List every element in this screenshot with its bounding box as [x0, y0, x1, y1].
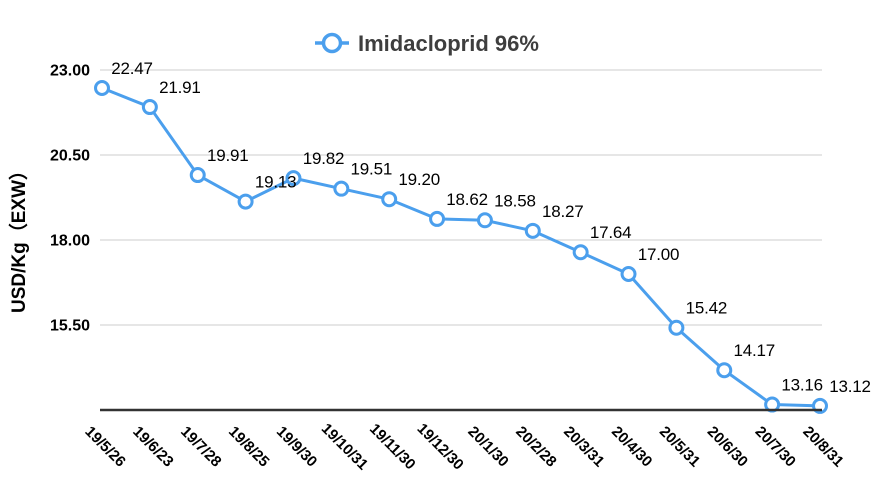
series-line	[100, 86, 822, 408]
data-point-marker[interactable]	[333, 180, 350, 197]
data-point-marker[interactable]	[285, 170, 302, 187]
x-tick-label: 19/12/30	[414, 420, 467, 473]
data-point-marker[interactable]	[141, 99, 158, 116]
series-layer	[94, 80, 828, 414]
y-tick-label: 18.00	[50, 233, 90, 250]
data-point-label: 18.58	[494, 191, 536, 210]
x-tick-label: 19/7/28	[177, 423, 224, 470]
y-tick-label: 15.50	[50, 318, 90, 335]
y-tick-label: 20.50	[50, 148, 90, 165]
data-point-label: 13.16	[781, 376, 823, 395]
x-tick-label: 20/8/31	[799, 423, 846, 470]
x-tick-label: 20/6/30	[704, 423, 751, 470]
data-point-marker[interactable]	[429, 210, 446, 227]
x-tick-label: 20/4/30	[608, 423, 655, 470]
data-point-label: 19.82	[303, 149, 345, 168]
y-axis-title: USD/Kg（EXW）	[7, 161, 30, 313]
y-tick-labels-layer: 23.00 20.50 18.00 15.50	[50, 63, 90, 335]
data-point-marker[interactable]	[94, 80, 110, 97]
x-tick-label: 19/8/25	[225, 423, 272, 470]
data-point-marker[interactable]	[237, 193, 254, 210]
chart-legend[interactable]: Imidacloprid 96%	[315, 31, 539, 56]
x-tick-label: 20/3/31	[560, 423, 607, 470]
data-point-label: 13.12	[829, 377, 871, 396]
x-tick-label: 20/2/28	[512, 423, 559, 470]
gridlines-layer	[100, 69, 822, 326]
x-tick-label: 20/7/30	[752, 423, 799, 470]
data-point-marker[interactable]	[572, 244, 589, 261]
legend-marker-icon	[321, 32, 343, 54]
data-point-label: 18.27	[542, 202, 584, 221]
data-point-marker[interactable]	[668, 319, 685, 336]
x-tick-label: 19/11/30	[366, 420, 419, 473]
data-point-label: 17.00	[638, 245, 680, 264]
data-point-marker[interactable]	[476, 212, 493, 229]
data-point-label: 22.47	[111, 59, 153, 78]
data-point-label: 18.62	[446, 190, 488, 209]
data-point-marker[interactable]	[716, 362, 733, 379]
data-point-label: 19.51	[351, 160, 393, 179]
data-point-marker[interactable]	[381, 191, 398, 208]
data-point-label: 19.91	[207, 146, 249, 165]
data-point-marker[interactable]	[524, 222, 541, 239]
x-tick-label: 20/5/31	[656, 423, 703, 470]
data-labels-layer: 22.47 21.91 19.91 19.13 19.82 19.51 19.20 18.62…	[111, 59, 871, 396]
data-point-label: 21.91	[159, 78, 201, 97]
data-point-marker[interactable]	[620, 266, 637, 282]
x-tick-label: 19/5/26	[81, 423, 128, 470]
data-point-label: 17.64	[590, 223, 632, 242]
data-point-label: 19.13	[255, 173, 297, 192]
data-point-marker[interactable]	[189, 167, 206, 184]
x-tick-labels-layer: 19/5/26 19/6/23 19/7/28 19/8/25 19/9/3019/10…	[81, 420, 846, 473]
x-tick-label: 20/1/30	[464, 423, 511, 470]
x-tick-label: 19/10/31	[318, 420, 371, 473]
data-point-label: 19.20	[398, 170, 440, 189]
x-tick-label: 19/9/30	[273, 423, 320, 470]
data-point-label: 15.42	[686, 299, 728, 318]
data-point-label: 14.17	[733, 341, 775, 360]
legend-label: Imidacloprid 96%	[358, 31, 539, 56]
x-tick-label: 19/6/23	[129, 423, 176, 470]
y-tick-label: 23.00	[50, 63, 90, 80]
